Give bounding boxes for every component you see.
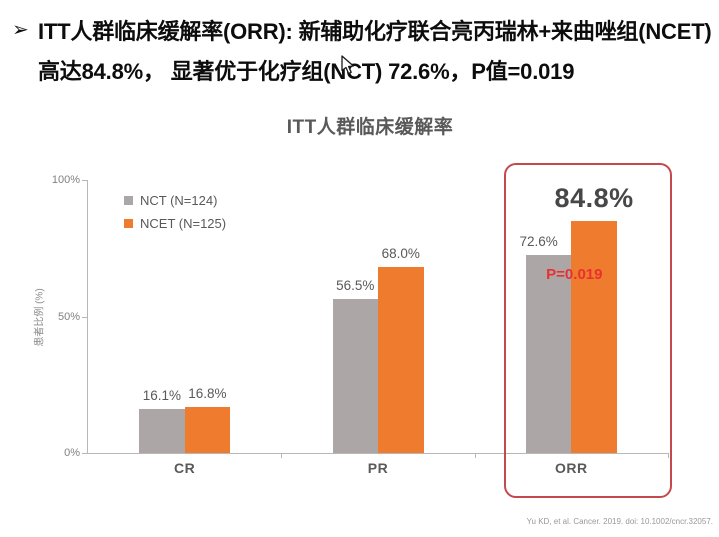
- citation: Yu KD, et al. Cancer. 2019. doi: 10.1002…: [526, 517, 713, 526]
- bar-pr-nct: [332, 298, 378, 453]
- legend-label: NCET (N=125): [140, 216, 227, 231]
- category-label-orr: ORR: [555, 460, 588, 476]
- legend-swatch-icon: [124, 196, 133, 205]
- bar-orr-ncet: [571, 221, 617, 453]
- category-label-cr: CR: [174, 460, 196, 476]
- legend-item-nct: NCT (N=124): [124, 193, 226, 208]
- x-axis-tick: [474, 453, 476, 458]
- legend-swatch-icon: [124, 219, 133, 228]
- value-label-pr-nct: 56.5%: [336, 277, 375, 293]
- y-axis-tick-label: 100%: [51, 174, 80, 186]
- x-axis-tick: [281, 453, 283, 458]
- category-label-pr: PR: [367, 460, 389, 476]
- value-label-cr-ncet: 16.8%: [188, 386, 227, 402]
- bar-orr-nct: [525, 254, 572, 453]
- chart-title: ITT人群临床缓解率: [286, 117, 454, 138]
- arrow-bullet-icon: ➢: [12, 19, 29, 41]
- y-axis-tick-label: 50%: [57, 310, 80, 323]
- headline-line-1: ITT人群临床缓解率(ORR): 新辅助化疗联合亮丙瑞林+来曲唑组(NCET): [38, 19, 712, 44]
- bar-pr-ncet: [378, 267, 424, 453]
- y-axis-tick: [82, 180, 87, 181]
- mouse-cursor-icon: [341, 55, 355, 75]
- bar-cr-ncet: [184, 407, 231, 453]
- headline-line-2: 高达84.8%， 显著优于化疗组(NCT) 72.6%，P值=0.019: [38, 59, 575, 84]
- x-axis-line: [87, 453, 668, 454]
- value-label-cr-nct: 16.1%: [142, 388, 182, 404]
- x-axis-tick: [668, 453, 669, 458]
- bar-cr-nct: [139, 409, 185, 453]
- legend-item-ncet: NCET (N=125): [124, 216, 226, 231]
- value-label-orr-nct: 72.6%: [519, 233, 558, 249]
- value-label-pr-ncet: 68.0%: [381, 246, 420, 262]
- legend: NCT (N=124) NCET (N=125): [124, 193, 226, 239]
- y-axis-tick: [82, 316, 87, 318]
- y-axis-tick-label: 0%: [64, 447, 80, 459]
- value-label-orr-ncet: 84.8%: [554, 183, 634, 214]
- y-axis-line: [87, 180, 88, 453]
- y-axis-tick: [82, 453, 87, 454]
- p-value-label: P=0.019: [546, 265, 603, 283]
- legend-label: NCT (N=124): [140, 193, 218, 208]
- y-axis-title: 患者比例 (%): [34, 288, 46, 347]
